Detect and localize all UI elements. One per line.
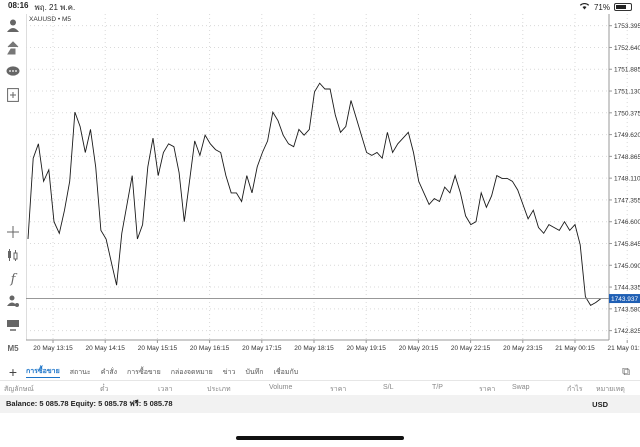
status-time: 08:16	[8, 0, 29, 10]
price-tick-label: 1744.335	[614, 285, 640, 292]
horizontal-grid	[26, 25, 609, 332]
user-settings-icon[interactable]	[4, 292, 22, 310]
chart-area[interactable]: 1753.395 1752.640 1751.885 1751.130 1750.375…	[25, 14, 640, 364]
price-tick-label: 1752.640	[614, 45, 640, 52]
price-tick-label: 1750.375	[614, 110, 640, 117]
crosshair-icon[interactable]	[4, 223, 22, 241]
price-tick-label: 1753.395	[614, 23, 640, 30]
trade-arrows-icon[interactable]	[4, 39, 22, 57]
col-time: เวลา	[158, 386, 173, 393]
current-price-label: 1743.937	[611, 296, 638, 303]
add-icon[interactable]: +	[8, 364, 18, 380]
time-tick-label: 20 May 23:15	[503, 345, 543, 352]
balance-currency: USD	[592, 399, 608, 409]
time-tick-label: 20 May 17:15	[242, 345, 282, 352]
battery-percent: 71%	[593, 2, 610, 12]
col-comment: หมายเหตุ	[596, 386, 625, 393]
tab-mailbox[interactable]: กล่องจดหมาย	[170, 368, 213, 376]
price-tick-label: 1748.110	[614, 176, 640, 183]
price-tick-label: 1745.090	[614, 263, 640, 270]
col-sl: S/L	[383, 384, 394, 391]
balance-row: Balance: 5 085.78 Equity: 5 085.78 ฟรี: …	[0, 395, 640, 413]
bottom-tabs: + การซื้อขาย สถานะ คำสั่ง การซื้อขาย กล่…	[0, 364, 640, 380]
col-swap: Swap	[512, 384, 530, 391]
price-tick-label: 1749.620	[614, 132, 640, 139]
home-indicator[interactable]	[236, 436, 404, 440]
col-tp: T/P	[432, 384, 443, 391]
series-line	[27, 82, 602, 307]
time-tick-label: 20 May 20:15	[399, 345, 439, 352]
time-tick-label: 21 May 00:15	[555, 345, 595, 352]
price-tick-label: 1751.885	[614, 67, 640, 74]
col-ticket: ต๋๋ว	[100, 386, 109, 393]
col-volume: Volume	[269, 384, 293, 391]
candles-icon[interactable]	[4, 246, 22, 264]
indicators-icon[interactable]: f	[10, 271, 16, 287]
account-icon[interactable]	[4, 16, 22, 34]
objects-icon[interactable]	[4, 316, 22, 334]
tab-trading[interactable]: การซื้อขาย	[26, 366, 60, 378]
tab-connect[interactable]: เชื่อมกับ	[273, 368, 299, 376]
price-tick-label: 1745.845	[614, 241, 640, 248]
time-axis: 20 May 13:15 20 May 14:15 20 May 15:15 20 M…	[33, 340, 640, 352]
status-date: พฤ. 21 พ.ค.	[34, 2, 76, 12]
price-tick-label: 1746.600	[614, 219, 640, 226]
tab-news[interactable]: ข่าว	[222, 368, 236, 376]
timeframe-button[interactable]: M5	[7, 343, 19, 353]
status-bar: 08:16 พฤ. 21 พ.ค. 71%	[0, 0, 640, 14]
tab-orders[interactable]: คำสั่ง	[100, 368, 118, 376]
price-tick-label: 1742.825	[614, 328, 640, 335]
time-tick-label: 20 May 15:15	[138, 345, 178, 352]
battery-fill	[616, 5, 626, 9]
layout-icon[interactable]: ⧉	[622, 365, 630, 378]
current-price-line: 1743.937	[26, 294, 640, 304]
symbol-label: XAUUSD • M5	[29, 16, 71, 23]
price-chart[interactable]: 1753.395 1752.640 1751.885 1751.130 1750.375…	[25, 14, 640, 364]
col-profit: กำไร	[567, 386, 583, 393]
price-tick-label: 1743.580	[614, 306, 640, 313]
wifi-icon	[579, 2, 590, 12]
time-tick-label: 20 May 16:15	[190, 345, 230, 352]
balance-text: Balance: 5 085.78 Equity: 5 085.78 ฟรี: …	[6, 399, 173, 408]
price-tick-label: 1747.355	[614, 197, 640, 204]
price-tick-label: 1751.130	[614, 89, 640, 96]
tab-status[interactable]: สถานะ	[69, 368, 91, 376]
price-axis: 1753.395 1752.640 1751.885 1751.130 1750.375…	[609, 23, 640, 335]
chat-icon[interactable]	[4, 63, 22, 81]
time-tick-label: 20 May 13:15	[33, 345, 73, 352]
price-tick-label: 1748.865	[614, 154, 640, 161]
new-order-icon[interactable]	[4, 86, 22, 104]
col-price-current: ราคา	[479, 386, 496, 393]
vertical-grid	[52, 14, 628, 340]
tab-journal[interactable]: บันทึก	[245, 368, 264, 376]
col-price: ราคา	[330, 386, 347, 393]
left-toolbar: f M5	[0, 14, 26, 359]
trade-table-header: สัญลักษณ์ ต๋๋ว เวลา ประเภท Volume ราคา S…	[0, 380, 640, 394]
time-tick-label: 20 May 18:15	[294, 345, 334, 352]
col-symbol: สัญลักษณ์	[4, 386, 34, 393]
time-tick-label: 20 May 14:15	[86, 345, 126, 352]
time-tick-label: 20 May 19:15	[347, 345, 387, 352]
time-tick-label: 21 May 01:15	[608, 345, 640, 352]
time-tick-label: 20 May 22:15	[451, 345, 491, 352]
price-series	[27, 82, 602, 307]
tab-deals[interactable]: การซื้อขาย	[127, 368, 161, 376]
battery-icon	[614, 3, 632, 11]
current-price-box	[609, 294, 640, 304]
col-type: ประเภท	[207, 386, 231, 393]
